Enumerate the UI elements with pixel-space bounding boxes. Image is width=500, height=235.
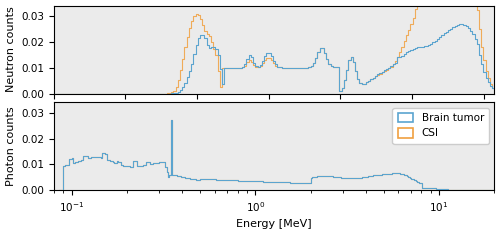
- X-axis label: Energy [MeV]: Energy [MeV]: [236, 219, 312, 229]
- Legend: Brain tumor, CSI: Brain tumor, CSI: [392, 108, 489, 144]
- Y-axis label: Photon counts: Photon counts: [6, 106, 16, 186]
- Y-axis label: Neutron counts: Neutron counts: [6, 7, 16, 92]
